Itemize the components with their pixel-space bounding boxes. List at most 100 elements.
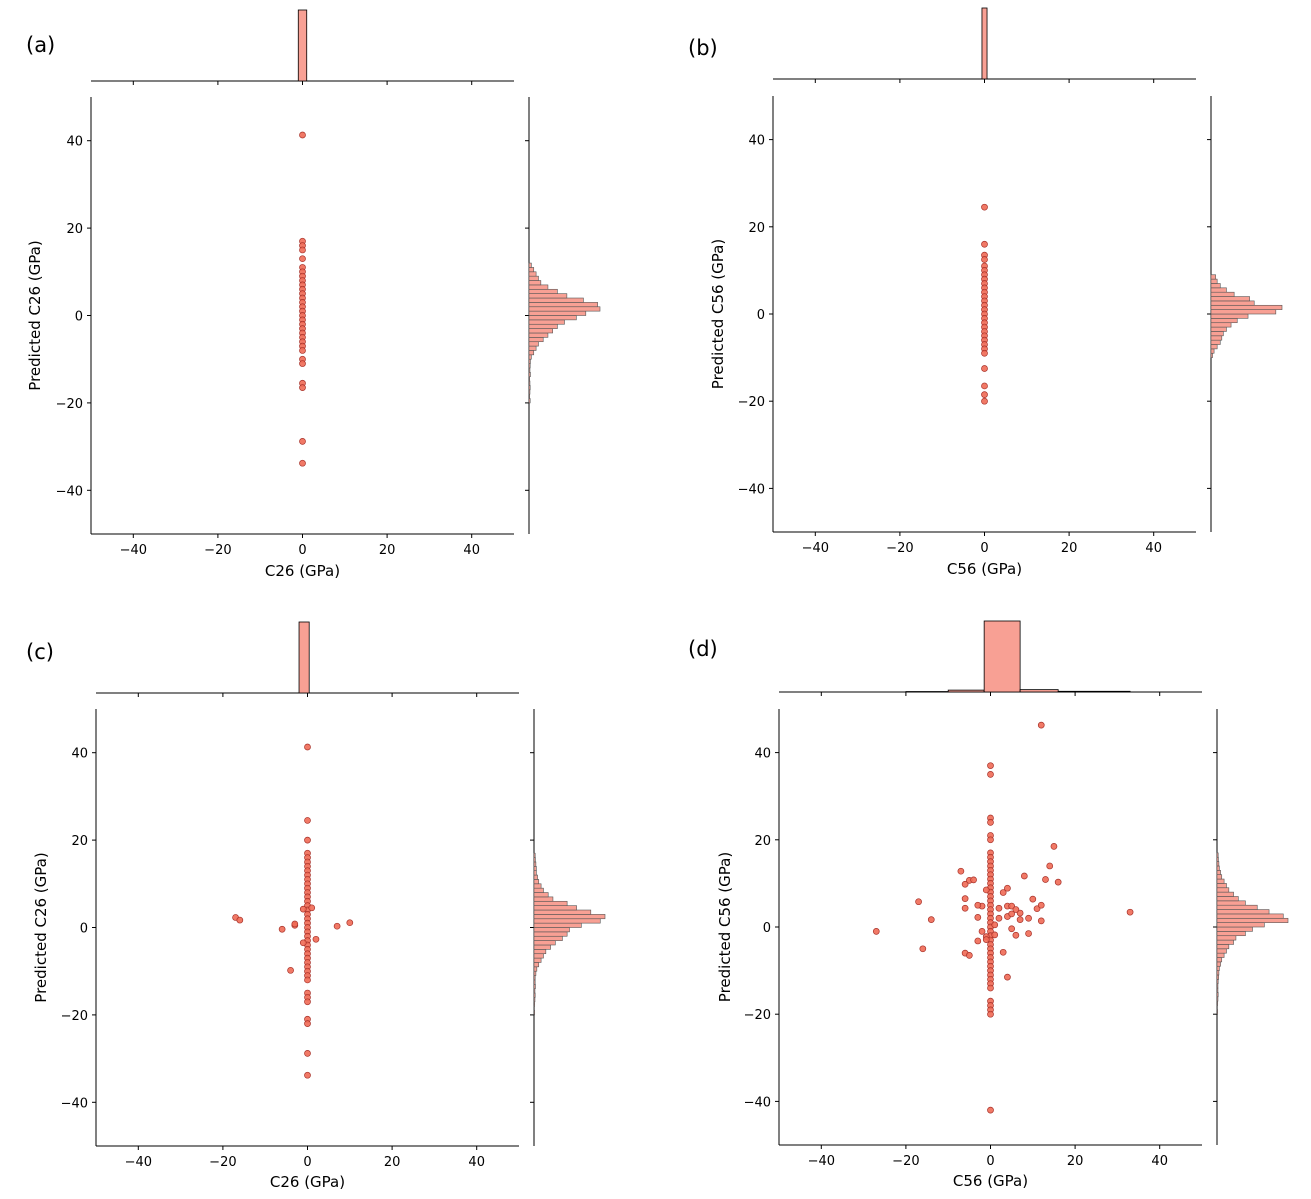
y-hist-bar: [528, 337, 544, 343]
x-tick-label: −20: [886, 541, 913, 556]
scatter-point: [1016, 909, 1024, 917]
scatter-point: [1050, 842, 1058, 850]
scatter-point: [299, 459, 306, 467]
scatter-point: [1008, 925, 1016, 933]
x-axis-label: C56 (GPa): [947, 560, 1022, 578]
y-axis-label: Predicted C26 (GPa): [32, 852, 50, 1002]
scatter-point: [999, 889, 1007, 896]
scatter-point: [915, 898, 922, 906]
scatter-point: [987, 1106, 994, 1114]
y-hist-bar: [528, 393, 531, 399]
scatter-point: [299, 246, 306, 254]
x-tick-label: −40: [120, 543, 147, 558]
panel-label: (a): [26, 33, 55, 57]
y-hist-bar: [1216, 917, 1289, 923]
y-hist-bar: [528, 293, 568, 299]
y-hist-bar: [1210, 339, 1221, 345]
y-hist-bar: [533, 962, 540, 968]
x-tick-label: 40: [1145, 541, 1162, 556]
y-hist-bar: [533, 970, 537, 976]
scatter-point: [304, 1071, 311, 1079]
y-axis-label: Predicted C26 (GPa): [26, 240, 44, 390]
y-hist-bar: [533, 909, 592, 915]
y-hist-bar: [533, 979, 536, 985]
scatter-point: [987, 762, 994, 770]
scatter-point: [1016, 916, 1024, 923]
scatter-point: [927, 916, 935, 923]
scatter-point: [299, 131, 306, 139]
y-hist-bar: [1216, 900, 1246, 906]
y-hist-bar: [1210, 291, 1235, 297]
y-hist-bar: [1210, 287, 1227, 293]
y-hist-bar: [533, 896, 554, 902]
y-hist-bar: [533, 957, 542, 963]
y-tick-label: 40: [66, 135, 83, 150]
scatter-point: [991, 931, 999, 939]
scatter-point: [278, 925, 286, 933]
y-hist-bar: [1216, 965, 1220, 971]
scatter-point: [957, 867, 965, 875]
scatter-point: [987, 1010, 994, 1018]
x-tick-label: −20: [204, 543, 231, 558]
scatter-point: [1025, 914, 1032, 922]
x-hist-bar: [297, 9, 308, 82]
scatter-point: [974, 901, 982, 909]
scatter-point: [304, 1050, 311, 1057]
scatter-point: [1008, 910, 1016, 918]
y-hist-bar: [1216, 1009, 1219, 1015]
y-hist-bar: [1210, 322, 1232, 328]
scatter-point: [1012, 906, 1020, 913]
y-hist-bar: [528, 398, 531, 404]
y-hist-bar: [528, 345, 537, 351]
y-hist-bar: [533, 997, 536, 1003]
y-hist-bar: [1210, 296, 1250, 302]
x-tick-label: 0: [303, 1155, 311, 1170]
panel-label: (d): [688, 637, 718, 661]
y-tick-label: −20: [61, 1009, 88, 1024]
y-hist-bar: [1216, 992, 1219, 998]
y-tick-label: 40: [748, 134, 765, 149]
y-hist-bar: [1216, 878, 1225, 884]
scatter-point: [299, 939, 307, 947]
y-hist-bar: [533, 866, 537, 871]
scatter-point: [299, 255, 306, 263]
y-hist-bar: [533, 931, 568, 937]
scatter-point: [287, 966, 294, 974]
scatter-point: [299, 360, 306, 367]
y-hist-bar: [528, 376, 531, 382]
scatter-point: [1020, 872, 1028, 880]
y-hist-bar: [533, 914, 606, 920]
y-hist-bar: [528, 350, 535, 356]
y-hist-bar: [533, 887, 544, 893]
scatter-point: [1042, 876, 1049, 883]
scatter-point: [974, 914, 982, 921]
y-hist-bar: [533, 900, 568, 906]
scatter-point: [974, 937, 982, 945]
y-hist-bar: [1216, 970, 1220, 976]
scatter-point: [346, 919, 354, 927]
y-hist-bar: [528, 341, 539, 347]
scatter-point: [1004, 973, 1011, 981]
y-axis-label: Predicted C56 (GPa): [716, 852, 734, 1002]
y-hist-bar: [528, 302, 598, 308]
y-hist-bar: [1216, 874, 1223, 880]
y-hist-bar: [1216, 896, 1239, 902]
y-hist-bar: [533, 883, 542, 889]
y-tick-label: −40: [738, 482, 765, 497]
y-hist-bar: [1210, 309, 1277, 315]
y-hist-bar: [1216, 996, 1219, 1002]
y-hist-bar: [533, 861, 537, 867]
y-hist-bar: [533, 966, 538, 972]
panel-b: (b) −40 −20 0 20 40 −40 −20 0 20 40 C56 (GPa) Predic…: [688, 7, 1283, 578]
scatter-point: [304, 817, 311, 824]
y-hist-bar: [533, 975, 536, 981]
y-hist-bar: [1216, 861, 1220, 867]
y-hist-bar: [1210, 344, 1218, 350]
y-hist-bar: [533, 988, 536, 994]
y-hist-bar: [1216, 870, 1221, 875]
scatter-point: [308, 904, 316, 912]
y-hist-bar: [528, 284, 549, 290]
scatter-point: [995, 904, 1003, 912]
y-hist-bar: [1216, 948, 1227, 954]
